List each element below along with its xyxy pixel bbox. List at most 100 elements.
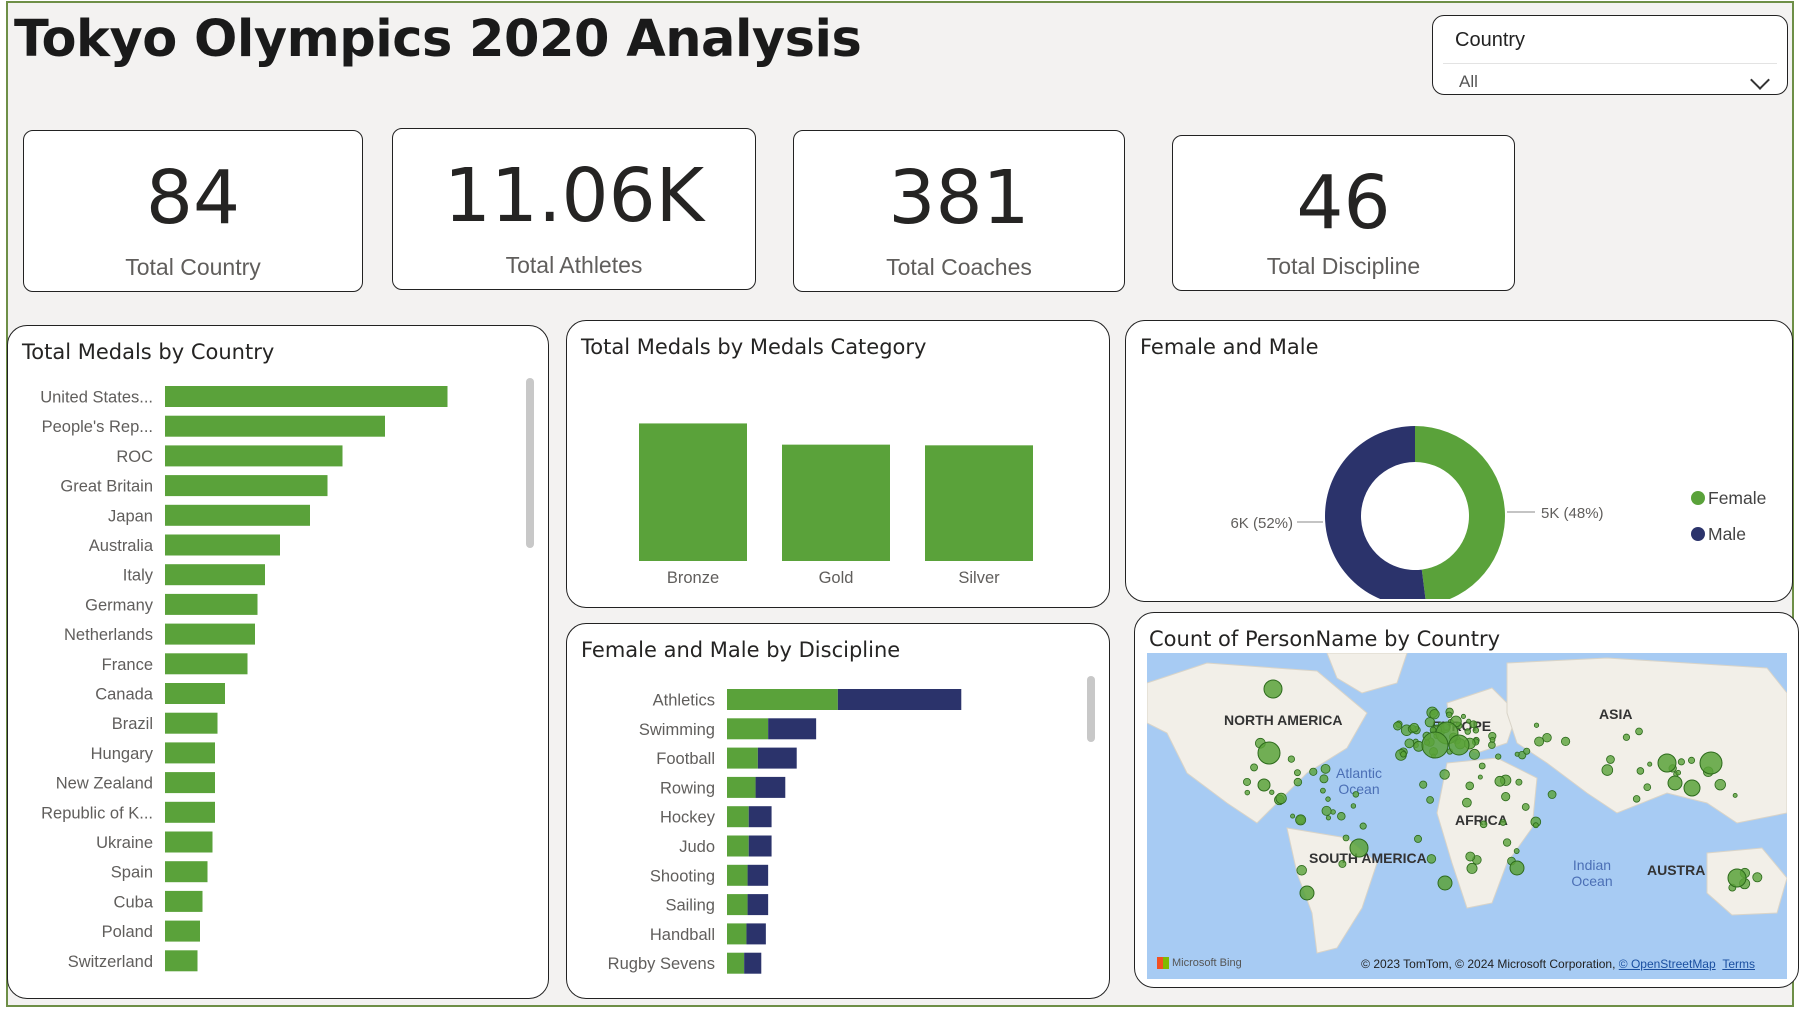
map-bubble — [1533, 722, 1540, 728]
osm-link[interactable]: © OpenStreetMap — [1618, 957, 1716, 971]
map-bubble — [1675, 769, 1682, 776]
bar — [165, 564, 265, 586]
category-label: United States... — [40, 389, 153, 407]
map-bubble — [1667, 775, 1683, 791]
bar — [165, 742, 215, 764]
map-bubble — [1472, 727, 1480, 734]
category-label: Sailing — [665, 897, 715, 915]
map-bubble — [1632, 795, 1641, 803]
map-bubble — [1465, 781, 1475, 791]
map-bubble — [1462, 797, 1472, 808]
category-label: Australia — [89, 537, 154, 555]
map-bubble — [1309, 767, 1318, 776]
bar-segment — [727, 718, 769, 740]
bing-logo: Microsoft Bing — [1157, 957, 1242, 969]
bar-segment — [747, 864, 769, 886]
kpi-total-coaches: 381 Total Coaches — [793, 130, 1125, 292]
map-bubble — [1320, 787, 1326, 794]
medals-by-category-panel: Total Medals by Medals Category Bronze Go… — [566, 320, 1110, 608]
map-bubble — [1647, 761, 1653, 767]
map-bubble — [1337, 812, 1346, 821]
map-bubble — [1479, 820, 1488, 829]
region-label: AUSTRA — [1647, 862, 1705, 878]
map-bubble — [1683, 779, 1701, 797]
map-bubble — [1426, 854, 1437, 864]
slicer-selected-value[interactable]: All — [1459, 72, 1478, 91]
map-bubble — [1244, 789, 1251, 796]
category-label: Shooting — [650, 867, 715, 885]
map-bubble — [1466, 862, 1478, 874]
map-bubble — [1521, 803, 1530, 811]
category-label: Germany — [85, 596, 154, 614]
chart-title: Total Medals by Medals Category — [581, 335, 927, 359]
map-bubble — [1409, 722, 1420, 733]
map-bubble — [1419, 780, 1428, 789]
slice-label: 5K (48%) — [1541, 505, 1604, 522]
category-label: Italy — [123, 567, 154, 585]
bar-segment — [727, 952, 745, 974]
category-label: Judo — [679, 838, 715, 856]
country-slicer[interactable]: Country All — [1432, 15, 1788, 95]
world-map[interactable]: NORTH AMERICAEUROPEASIAAFRICASOUTH AMERI… — [1147, 653, 1787, 979]
map-bubble — [1495, 753, 1502, 760]
scrollbar[interactable] — [1087, 676, 1095, 742]
region-label: NORTH AMERICA — [1224, 712, 1342, 728]
map-bubble — [1448, 734, 1470, 756]
kpi-value: 381 — [888, 155, 1030, 241]
map-bubble — [1509, 860, 1525, 876]
bar-segment — [727, 864, 748, 886]
kpi-value: 46 — [1296, 160, 1391, 246]
attribution-text: © 2023 TomTom, © 2024 Microsoft Corporat… — [1361, 957, 1616, 971]
map-bubble — [1350, 803, 1357, 809]
category-label: Silver — [958, 569, 1000, 587]
category-label: Rowing — [660, 779, 715, 797]
map-bubble — [1465, 851, 1476, 862]
bar — [165, 504, 310, 526]
category-label: Hungary — [91, 745, 154, 763]
category-label: Switzerland — [68, 953, 153, 971]
bar-segment — [727, 894, 748, 916]
legend-label: Male — [1708, 524, 1746, 544]
map-bubble — [1494, 775, 1506, 787]
map-bubble — [1263, 679, 1283, 699]
map-bubble — [1319, 774, 1329, 784]
bar — [165, 861, 208, 883]
bing-label: Microsoft Bing — [1172, 956, 1242, 969]
bar — [165, 712, 218, 734]
map-bubble — [1349, 838, 1369, 858]
map-bubble — [1429, 709, 1440, 720]
category-label: Brazil — [112, 715, 153, 733]
map-bubble — [1321, 805, 1332, 816]
kpi-total-discipline: 46 Total Discipline — [1172, 135, 1515, 291]
region-label: SOUTH AMERICA — [1309, 850, 1427, 866]
bar — [165, 445, 343, 467]
chevron-down-icon[interactable] — [1750, 70, 1770, 90]
category-label: Netherlands — [64, 626, 153, 644]
bar — [165, 920, 200, 942]
map-bubble — [1325, 796, 1331, 802]
bar — [165, 415, 385, 437]
category-label: New Zealand — [56, 775, 153, 793]
bar — [165, 890, 203, 912]
map-bubble — [1635, 727, 1643, 736]
map-bubble — [1275, 792, 1287, 804]
category-label: Cuba — [114, 893, 154, 911]
map-attribution: © 2023 TomTom, © 2024 Microsoft Corporat… — [1361, 957, 1755, 971]
bar-segment — [727, 806, 749, 828]
bar-segment — [727, 835, 749, 857]
scrollbar[interactable] — [526, 378, 534, 548]
map-bubble — [1257, 741, 1281, 765]
map-bubble — [1714, 778, 1726, 791]
map-bubble — [1488, 741, 1496, 749]
pie-slice — [1415, 426, 1505, 599]
land-mass — [1326, 653, 1408, 694]
map-bubble — [1460, 713, 1466, 719]
discipline-stacked-chart: Athletics Swimming Football Rowing Hockey Jud… — [608, 689, 962, 974]
map-bubble — [1622, 733, 1631, 741]
map-bubble — [1513, 848, 1520, 854]
legend-marker — [1691, 527, 1705, 541]
terms-link[interactable]: Terms — [1722, 957, 1755, 971]
map-bubble — [1727, 868, 1747, 888]
medals-by-country-panel: Total Medals by Country United States...… — [7, 325, 549, 999]
map-bubble — [1523, 747, 1531, 755]
